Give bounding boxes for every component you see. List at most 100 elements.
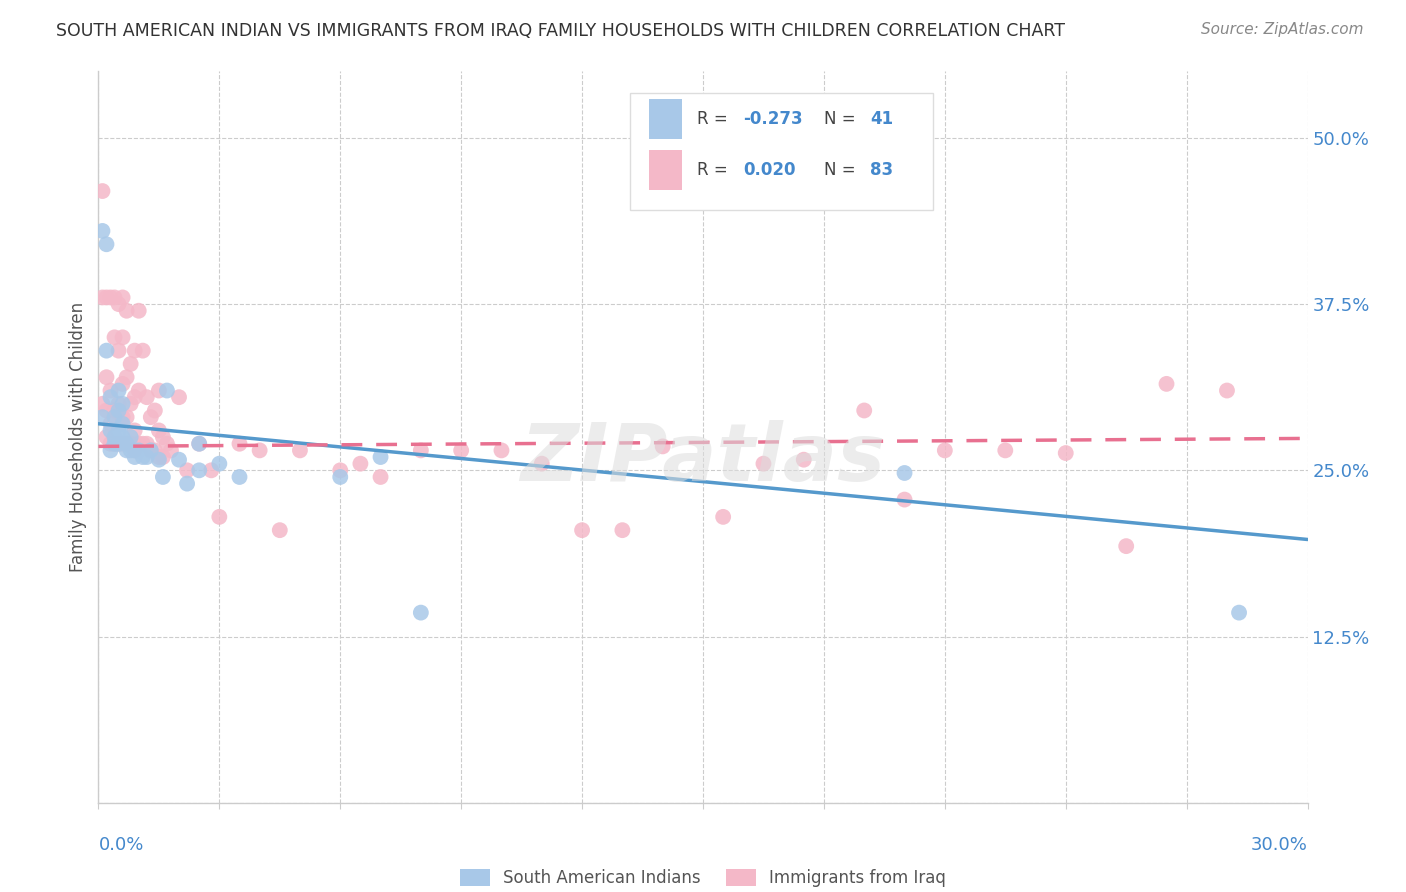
Point: [100, 436, 122, 450]
Point: [107, 397, 129, 411]
Point: [96, 403, 118, 417]
Point: [249, 443, 271, 458]
Point: [152, 470, 174, 484]
Point: [135, 450, 157, 464]
Point: [1216, 384, 1239, 398]
Point: [409, 443, 432, 458]
Point: [103, 403, 125, 417]
Point: [115, 436, 138, 450]
Point: [107, 424, 129, 438]
Point: [96, 343, 118, 358]
Point: [893, 492, 915, 507]
Point: [120, 397, 142, 411]
Point: [139, 410, 162, 425]
Point: [124, 450, 146, 464]
Point: [111, 290, 134, 304]
Point: [188, 436, 211, 450]
Point: [103, 436, 125, 450]
Point: [160, 443, 183, 458]
Point: [111, 330, 134, 344]
Point: [152, 450, 174, 464]
Point: [994, 443, 1017, 458]
Point: [115, 443, 138, 458]
Point: [208, 457, 231, 471]
Point: [107, 436, 129, 450]
Point: [893, 466, 915, 480]
Text: 41: 41: [870, 110, 893, 128]
Point: [139, 443, 162, 458]
Point: [167, 452, 190, 467]
Point: [111, 417, 134, 431]
Point: [103, 436, 125, 450]
Text: -0.273: -0.273: [742, 110, 803, 128]
Point: [96, 237, 118, 252]
Point: [128, 436, 150, 450]
Text: N =: N =: [824, 161, 860, 179]
Point: [107, 297, 129, 311]
Point: [107, 343, 129, 358]
Point: [103, 430, 125, 444]
Point: [132, 436, 155, 450]
Point: [128, 384, 150, 398]
Point: [100, 290, 122, 304]
Point: [200, 463, 222, 477]
Point: [288, 443, 311, 458]
Point: [188, 436, 211, 450]
Point: [115, 370, 138, 384]
Point: [103, 290, 125, 304]
Point: [100, 390, 122, 404]
Point: [450, 443, 472, 458]
Point: [571, 523, 593, 537]
Point: [124, 424, 146, 438]
Point: [1115, 539, 1137, 553]
Point: [711, 509, 734, 524]
Point: [135, 390, 157, 404]
Text: N =: N =: [824, 110, 860, 128]
Point: [148, 424, 170, 438]
Point: [188, 463, 211, 477]
Point: [96, 430, 118, 444]
Point: [752, 457, 775, 471]
Point: [128, 303, 150, 318]
Point: [530, 457, 553, 471]
Point: [143, 403, 166, 417]
Point: [91, 410, 114, 425]
Point: [612, 523, 634, 537]
Point: [176, 476, 198, 491]
Point: [349, 457, 371, 471]
Point: [124, 443, 146, 458]
Point: [148, 384, 170, 398]
Point: [208, 509, 231, 524]
Point: [111, 430, 134, 444]
Point: [96, 370, 118, 384]
Text: 0.0%: 0.0%: [98, 836, 143, 854]
Point: [143, 443, 166, 458]
Point: [115, 410, 138, 425]
Point: [111, 397, 134, 411]
Point: [100, 443, 122, 458]
Point: [124, 343, 146, 358]
Point: [107, 403, 129, 417]
Point: [139, 443, 162, 458]
Point: [135, 436, 157, 450]
Text: 83: 83: [870, 161, 893, 179]
FancyBboxPatch shape: [648, 150, 682, 190]
Point: [132, 450, 155, 464]
Point: [793, 452, 815, 467]
Point: [228, 470, 250, 484]
Point: [176, 463, 198, 477]
Point: [107, 384, 129, 398]
Point: [1054, 446, 1077, 460]
Point: [124, 443, 146, 458]
Point: [111, 376, 134, 391]
Point: [100, 384, 122, 398]
Text: Source: ZipAtlas.com: Source: ZipAtlas.com: [1201, 22, 1364, 37]
Text: 30.0%: 30.0%: [1251, 836, 1308, 854]
Point: [853, 403, 876, 417]
Point: [148, 450, 170, 464]
Point: [228, 436, 250, 450]
Point: [91, 224, 114, 238]
Point: [124, 390, 146, 404]
Point: [409, 606, 432, 620]
Point: [120, 430, 142, 444]
